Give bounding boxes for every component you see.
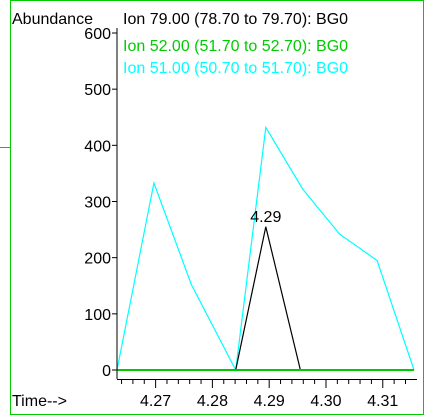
y-tick-label-1: 100	[84, 307, 111, 324]
peak-label-0: 4.29	[250, 209, 281, 226]
x-tick-label-4: 4.31	[367, 393, 398, 410]
x-tick-label-3: 4.30	[310, 393, 341, 410]
x-tick-label-2: 4.29	[254, 393, 285, 410]
y-tick-label-2: 200	[84, 251, 111, 268]
legend-entry-1: Ion 52.00 (51.70 to 52.70): BG0	[123, 38, 348, 55]
y-tick-label-5: 500	[84, 82, 111, 99]
y-tick-label-6: 600	[84, 26, 111, 43]
x-axis-title: Time-->	[12, 393, 67, 410]
x-tick-label-0: 4.27	[140, 393, 171, 410]
y-tick-label-3: 300	[84, 195, 111, 212]
y-axis-title: Abundance	[12, 11, 93, 28]
y-tick-label-0: 0	[102, 363, 111, 380]
legend-entry-2: Ion 51.00 (50.70 to 51.70): BG0	[123, 60, 348, 77]
series-line-0	[117, 227, 414, 370]
legend-entry-0: Ion 79.00 (78.70 to 79.70): BG0	[123, 11, 348, 28]
x-tick-label-1: 4.28	[197, 393, 228, 410]
series-line-2	[117, 127, 414, 370]
y-tick-label-4: 400	[84, 138, 111, 155]
